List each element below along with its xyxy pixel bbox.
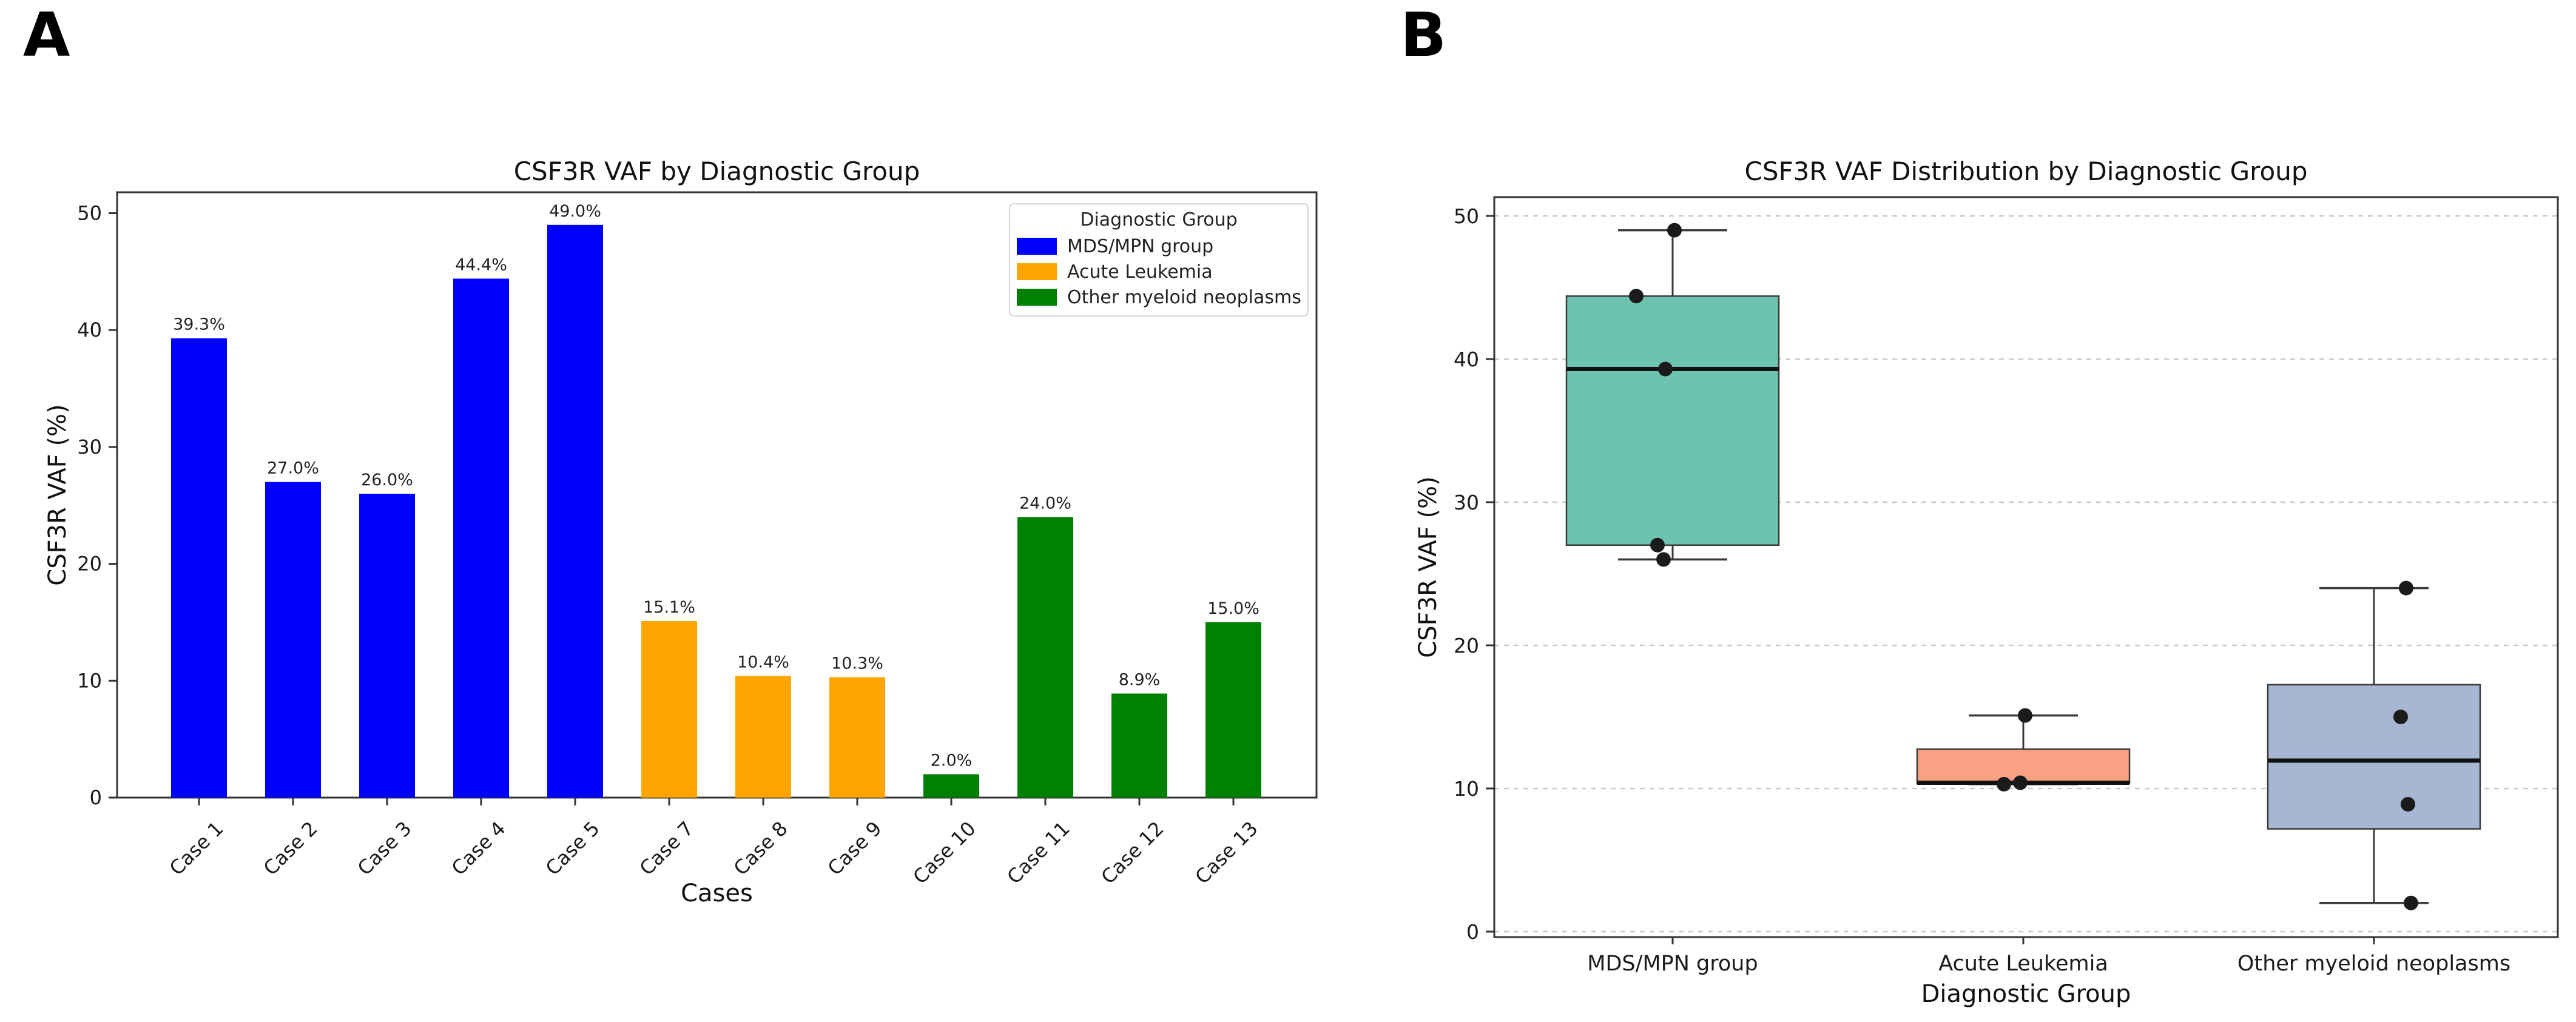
bar-case-7 — [641, 621, 697, 798]
legend-swatch-mds-mpn — [1017, 238, 1057, 255]
panel-a-xtick-label: Case 13 — [1190, 817, 1262, 889]
panel-a-ytick-label: 50 — [77, 202, 102, 225]
legend-item-acute-leukemia: Acute Leukemia — [1010, 259, 1307, 284]
panel-a-xtick-label: Case 11 — [1002, 817, 1074, 889]
bar-value-label: 27.0% — [267, 459, 319, 478]
panel-b-ytick-label: 30 — [1454, 491, 1479, 514]
bar-value-label: 10.4% — [737, 653, 789, 672]
legend-swatch-acute-leukemia — [1017, 263, 1057, 280]
panel-a-xtick-label: Case 9 — [823, 817, 886, 880]
panel-a-xtick-label: Case 12 — [1096, 817, 1168, 889]
panel-a-axes-frame — [116, 191, 1318, 799]
data-point — [2404, 895, 2418, 910]
box-mds-mpn-group — [1565, 295, 1780, 546]
data-point — [1650, 537, 1665, 553]
panel-a-xtick-label: Case 5 — [541, 817, 604, 880]
bar-case-1 — [171, 338, 227, 798]
data-point — [2393, 710, 2408, 724]
bar-value-label: 44.4% — [455, 255, 507, 274]
legend-title: Diagnostic Group — [1080, 209, 1238, 230]
data-point — [2399, 580, 2413, 596]
legend-label-acute-leukemia: Acute Leukemia — [1067, 261, 1213, 283]
data-point — [2018, 708, 2032, 723]
panel-b-yaxis-label: CSF3R VAF (%) — [1414, 476, 1442, 658]
bar-case-9 — [829, 677, 885, 798]
data-point — [1656, 552, 1671, 567]
panel-b-ytick-label: 20 — [1454, 634, 1479, 657]
bar-value-label: 15.1% — [643, 598, 695, 617]
panel-a-xtick-label: Case 10 — [908, 817, 980, 889]
bar-value-label: 15.0% — [1207, 599, 1259, 618]
bar-case-4 — [453, 278, 509, 798]
legend-label-other-myeloid: Other myeloid neoplasms — [1067, 286, 1301, 308]
data-point — [1997, 776, 2011, 792]
bar-case-12 — [1111, 693, 1167, 798]
panel-b-xaxis-label: Diagnostic Group — [1921, 980, 2131, 1008]
panel-a-ytick-label: 0 — [90, 786, 102, 809]
bar-value-label: 24.0% — [1019, 494, 1071, 513]
data-point — [1629, 289, 1644, 304]
panel-a-xtick-label: Case 1 — [165, 817, 228, 880]
panel-a-ytick-label: 10 — [77, 669, 102, 692]
legend-item-other-myeloid: Other myeloid neoplasms — [1010, 284, 1307, 310]
legend-swatch-other-myeloid — [1017, 289, 1057, 306]
panel-a-label: A — [23, 0, 70, 70]
bar-value-label: 10.3% — [831, 654, 883, 673]
bar-value-label: 2.0% — [931, 751, 973, 770]
data-point — [1658, 361, 1673, 377]
panel-b-ytick-label: 40 — [1454, 348, 1479, 371]
box-other-myeloid-neoplasms — [2267, 684, 2481, 830]
legend-diagnostic-group: Diagnostic Group MDS/MPN group Acute Leu… — [1009, 203, 1309, 317]
bar-case-2 — [265, 482, 321, 798]
panel-b-xtick-label: Acute Leukemia — [1938, 952, 2108, 976]
data-point — [2013, 775, 2028, 790]
panel-b-ytick-label: 0 — [1466, 920, 1479, 944]
panel-b-ytick-label: 50 — [1454, 204, 1479, 228]
bar-case-8 — [735, 676, 791, 798]
data-point — [2401, 796, 2415, 812]
panel-b-title: CSF3R VAF Distribution by Diagnostic Gro… — [1744, 156, 2308, 186]
bar-value-label: 39.3% — [173, 315, 225, 334]
panel-b-xtick-label: Other myeloid neoplasms — [2237, 952, 2510, 976]
bar-value-label: 26.0% — [361, 471, 413, 489]
panel-a-title: CSF3R VAF by Diagnostic Group — [513, 156, 920, 186]
panel-a-xaxis-label: Cases — [681, 879, 753, 907]
panel-a-ytick-label: 40 — [77, 318, 102, 341]
panel-a-xtick-label: Case 2 — [259, 817, 322, 880]
bar-value-label: 8.9% — [1119, 670, 1161, 689]
panel-b-ytick-label: 10 — [1454, 777, 1479, 801]
legend-item-mds-mpn: MDS/MPN group — [1010, 234, 1307, 259]
panel-a-ytick-label: 20 — [77, 553, 102, 576]
panel-b-label: B — [1400, 0, 1447, 70]
panel-a-yaxis-label: CSF3R VAF (%) — [44, 404, 72, 586]
legend-label-mds-mpn: MDS/MPN group — [1067, 235, 1214, 257]
panel-a-ytick-label: 30 — [77, 435, 102, 459]
panel-b-xtick-label: MDS/MPN group — [1587, 952, 1758, 976]
panel-a-xtick-label: Case 7 — [635, 817, 698, 880]
bar-case-3 — [359, 493, 415, 798]
bar-case-13 — [1205, 622, 1261, 798]
panel-b-axes-frame — [1493, 196, 2559, 938]
bar-case-10 — [923, 774, 979, 798]
panel-a-xtick-label: Case 8 — [729, 817, 792, 880]
panel-a-xtick-label: Case 3 — [353, 817, 416, 880]
bar-case-11 — [1017, 517, 1073, 798]
bar-case-5 — [547, 224, 603, 798]
bar-value-label: 49.0% — [549, 202, 601, 221]
panel-a-xtick-label: Case 4 — [447, 817, 510, 880]
data-point — [1667, 223, 1682, 238]
